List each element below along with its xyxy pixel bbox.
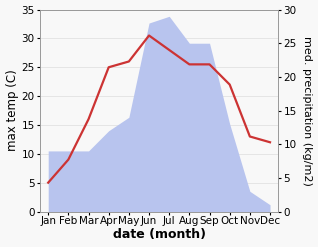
- Y-axis label: max temp (C): max temp (C): [5, 70, 18, 151]
- Y-axis label: med. precipitation (kg/m2): med. precipitation (kg/m2): [302, 36, 313, 185]
- X-axis label: date (month): date (month): [113, 228, 206, 242]
